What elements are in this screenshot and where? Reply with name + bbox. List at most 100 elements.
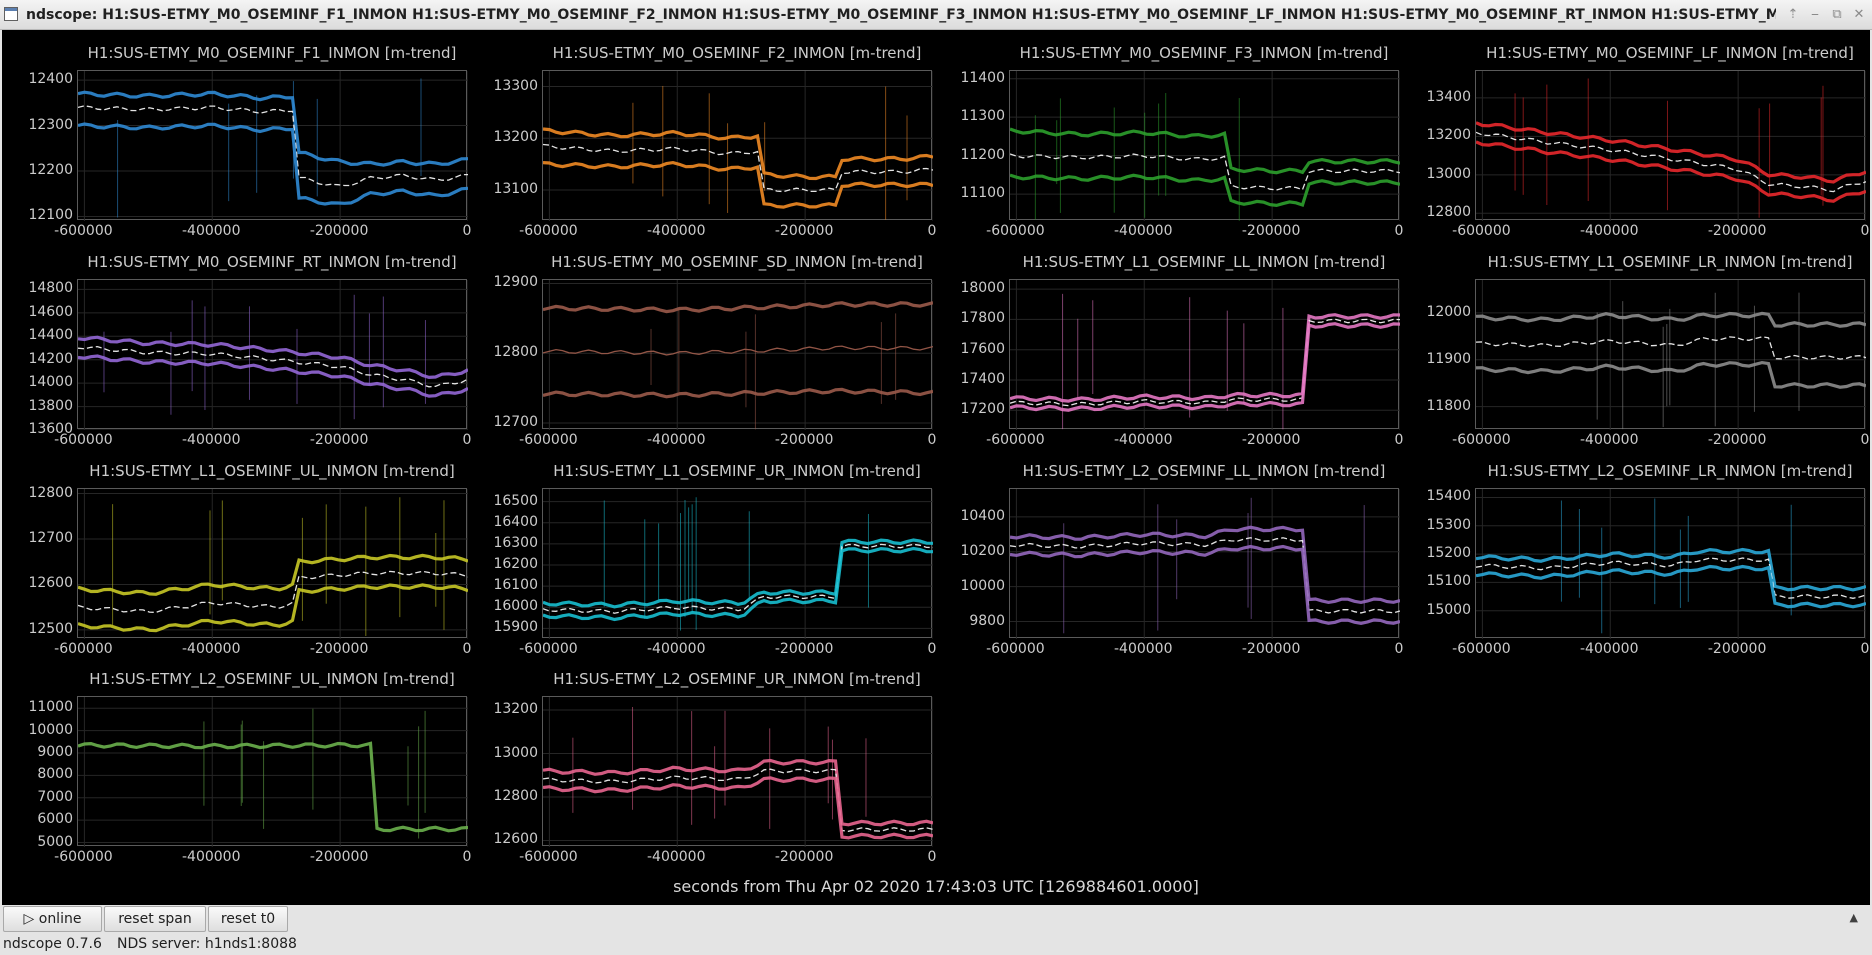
y-tick-label: 13200 bbox=[493, 129, 538, 146]
plot-svg bbox=[1476, 71, 1866, 221]
y-tick-label: 11100 bbox=[960, 185, 1005, 202]
x-tick-label: 0 bbox=[1394, 432, 1404, 448]
reset-t0-button[interactable]: reset t0 bbox=[208, 906, 288, 932]
plot-svg bbox=[543, 697, 933, 847]
trace-line bbox=[78, 741, 468, 833]
x-tick-label: -400000 bbox=[647, 641, 706, 657]
plot-title: H1:SUS-ETMY_L2_OSEMINF_LR_INMON [m-trend… bbox=[1487, 462, 1853, 480]
y-tick-label: 17200 bbox=[960, 401, 1005, 418]
plot-title: H1:SUS-ETMY_L2_OSEMINF_UR_INMON [m-trend… bbox=[553, 670, 921, 688]
minimize-button[interactable]: ⎯ bbox=[1811, 7, 1819, 22]
plot-title: H1:SUS-ETMY_M0_OSEMINF_SD_INMON [m-trend… bbox=[551, 253, 923, 271]
plot-frame[interactable] bbox=[542, 279, 933, 430]
y-tick-label: 9800 bbox=[969, 612, 1005, 629]
close-button[interactable]: ✕ bbox=[1853, 7, 1865, 22]
plot-svg bbox=[1476, 280, 1866, 430]
app-icon bbox=[4, 7, 18, 21]
y-tick-label: 15000 bbox=[1426, 601, 1471, 618]
plot-frame[interactable] bbox=[1475, 488, 1866, 639]
control-bar: ▷ online reset span reset t0 ▲ bbox=[0, 905, 1872, 933]
plot-svg bbox=[78, 697, 468, 847]
trace-line bbox=[543, 143, 933, 193]
x-tick-label: 0 bbox=[1394, 641, 1404, 657]
online-button[interactable]: ▷ online bbox=[3, 906, 102, 932]
plot-frame[interactable] bbox=[1009, 488, 1400, 639]
trace-line bbox=[1476, 140, 1866, 203]
x-tick-label: 0 bbox=[462, 432, 472, 448]
plot-svg bbox=[543, 489, 933, 639]
plot-svg bbox=[543, 280, 933, 430]
y-tick-label: 9000 bbox=[37, 743, 73, 760]
y-tick-label: 15100 bbox=[1426, 573, 1471, 590]
x-tick-label: -600000 bbox=[519, 849, 578, 865]
x-tick-label: -600000 bbox=[986, 641, 1045, 657]
x-tick-label: -200000 bbox=[1241, 432, 1301, 448]
y-tick-label: 16500 bbox=[493, 492, 538, 509]
x-tick-label: -200000 bbox=[774, 223, 834, 239]
plot-frame[interactable] bbox=[542, 488, 933, 639]
trace-line bbox=[1476, 121, 1866, 184]
plot-title: H1:SUS-ETMY_M0_OSEMINF_F1_INMON [m-trend… bbox=[87, 44, 457, 62]
x-tick-label: 0 bbox=[927, 432, 937, 448]
y-tick-label: 11200 bbox=[960, 146, 1005, 163]
plot-frame[interactable] bbox=[1009, 279, 1400, 430]
plot-area[interactable]: H1:SUS-ETMY_M0_OSEMINF_F1_INMON [m-trend… bbox=[2, 30, 1870, 905]
x-tick-label: -400000 bbox=[182, 432, 241, 448]
x-tick-label: 0 bbox=[1860, 432, 1870, 448]
plot-frame[interactable] bbox=[542, 70, 933, 221]
y-tick-label: 16400 bbox=[493, 513, 538, 530]
x-tick-label: -400000 bbox=[1114, 223, 1173, 239]
plot-frame[interactable] bbox=[1475, 70, 1866, 221]
keep-above-icon[interactable]: ⇡ bbox=[1787, 7, 1799, 22]
y-tick-label: 7000 bbox=[37, 788, 73, 805]
x-tick-label: -400000 bbox=[1114, 432, 1173, 448]
window-titlebar[interactable]: ndscope: H1:SUS-ETMY_M0_OSEMINF_F1_INMON… bbox=[0, 0, 1872, 30]
y-tick-label: 12800 bbox=[493, 788, 538, 804]
x-tick-label: -400000 bbox=[182, 223, 241, 239]
x-tick-label: 0 bbox=[462, 641, 472, 657]
y-tick-label: 16200 bbox=[493, 556, 538, 573]
y-tick-label: 15300 bbox=[1426, 516, 1471, 533]
y-tick-label: 12800 bbox=[28, 484, 73, 501]
x-tick-label: -600000 bbox=[54, 849, 113, 865]
trace-line bbox=[1476, 557, 1866, 599]
plot-frame[interactable] bbox=[77, 279, 468, 430]
reset-span-button[interactable]: reset span bbox=[104, 906, 206, 932]
trace-line bbox=[1476, 311, 1866, 328]
maximize-button[interactable]: ⧉ bbox=[1832, 7, 1842, 22]
y-tick-label: 13300 bbox=[493, 77, 538, 94]
y-tick-label: 13000 bbox=[493, 744, 538, 761]
y-tick-label: 12700 bbox=[493, 414, 538, 431]
y-tick-label: 12200 bbox=[28, 162, 73, 178]
plot-frame[interactable] bbox=[1475, 279, 1866, 430]
x-tick-label: -600000 bbox=[986, 223, 1045, 239]
plot-title: H1:SUS-ETMY_M0_OSEMINF_RT_INMON [m-trend… bbox=[87, 253, 457, 271]
x-tick-label: -200000 bbox=[774, 849, 834, 865]
plot-frame[interactable] bbox=[77, 488, 468, 639]
trace-line bbox=[78, 354, 468, 398]
plot-frame[interactable] bbox=[77, 696, 468, 847]
y-tick-label: 12900 bbox=[493, 274, 538, 291]
plot-frame[interactable] bbox=[77, 70, 468, 221]
plot-frame[interactable] bbox=[542, 696, 933, 847]
y-tick-label: 12600 bbox=[493, 831, 538, 848]
x-tick-label: -400000 bbox=[647, 432, 706, 448]
plot-title: H1:SUS-ETMY_L1_OSEMINF_UR_INMON [m-trend… bbox=[553, 462, 921, 480]
x-tick-label: 0 bbox=[927, 641, 937, 657]
y-tick-label: 14600 bbox=[28, 303, 73, 320]
x-tick-label: -200000 bbox=[309, 849, 369, 865]
y-tick-label: 16300 bbox=[493, 534, 538, 551]
plot-svg bbox=[1010, 489, 1400, 639]
plot-title: H1:SUS-ETMY_M0_OSEMINF_F2_INMON [m-trend… bbox=[552, 44, 922, 62]
trace-line bbox=[1010, 127, 1400, 175]
y-tick-label: 10200 bbox=[960, 542, 1005, 559]
nds-server-label: NDS server: h1nds1:8088 bbox=[117, 936, 297, 952]
trace-line bbox=[1476, 131, 1866, 193]
y-tick-label: 13100 bbox=[493, 180, 538, 197]
y-tick-label: 13600 bbox=[28, 421, 73, 437]
x-tick-label: -200000 bbox=[1241, 641, 1301, 657]
collapse-arrow-icon[interactable]: ▲ bbox=[1849, 911, 1858, 924]
trace-line bbox=[1010, 173, 1400, 208]
plot-title: H1:SUS-ETMY_L2_OSEMINF_LL_INMON [m-trend… bbox=[1022, 462, 1386, 480]
plot-frame[interactable] bbox=[1009, 70, 1400, 221]
